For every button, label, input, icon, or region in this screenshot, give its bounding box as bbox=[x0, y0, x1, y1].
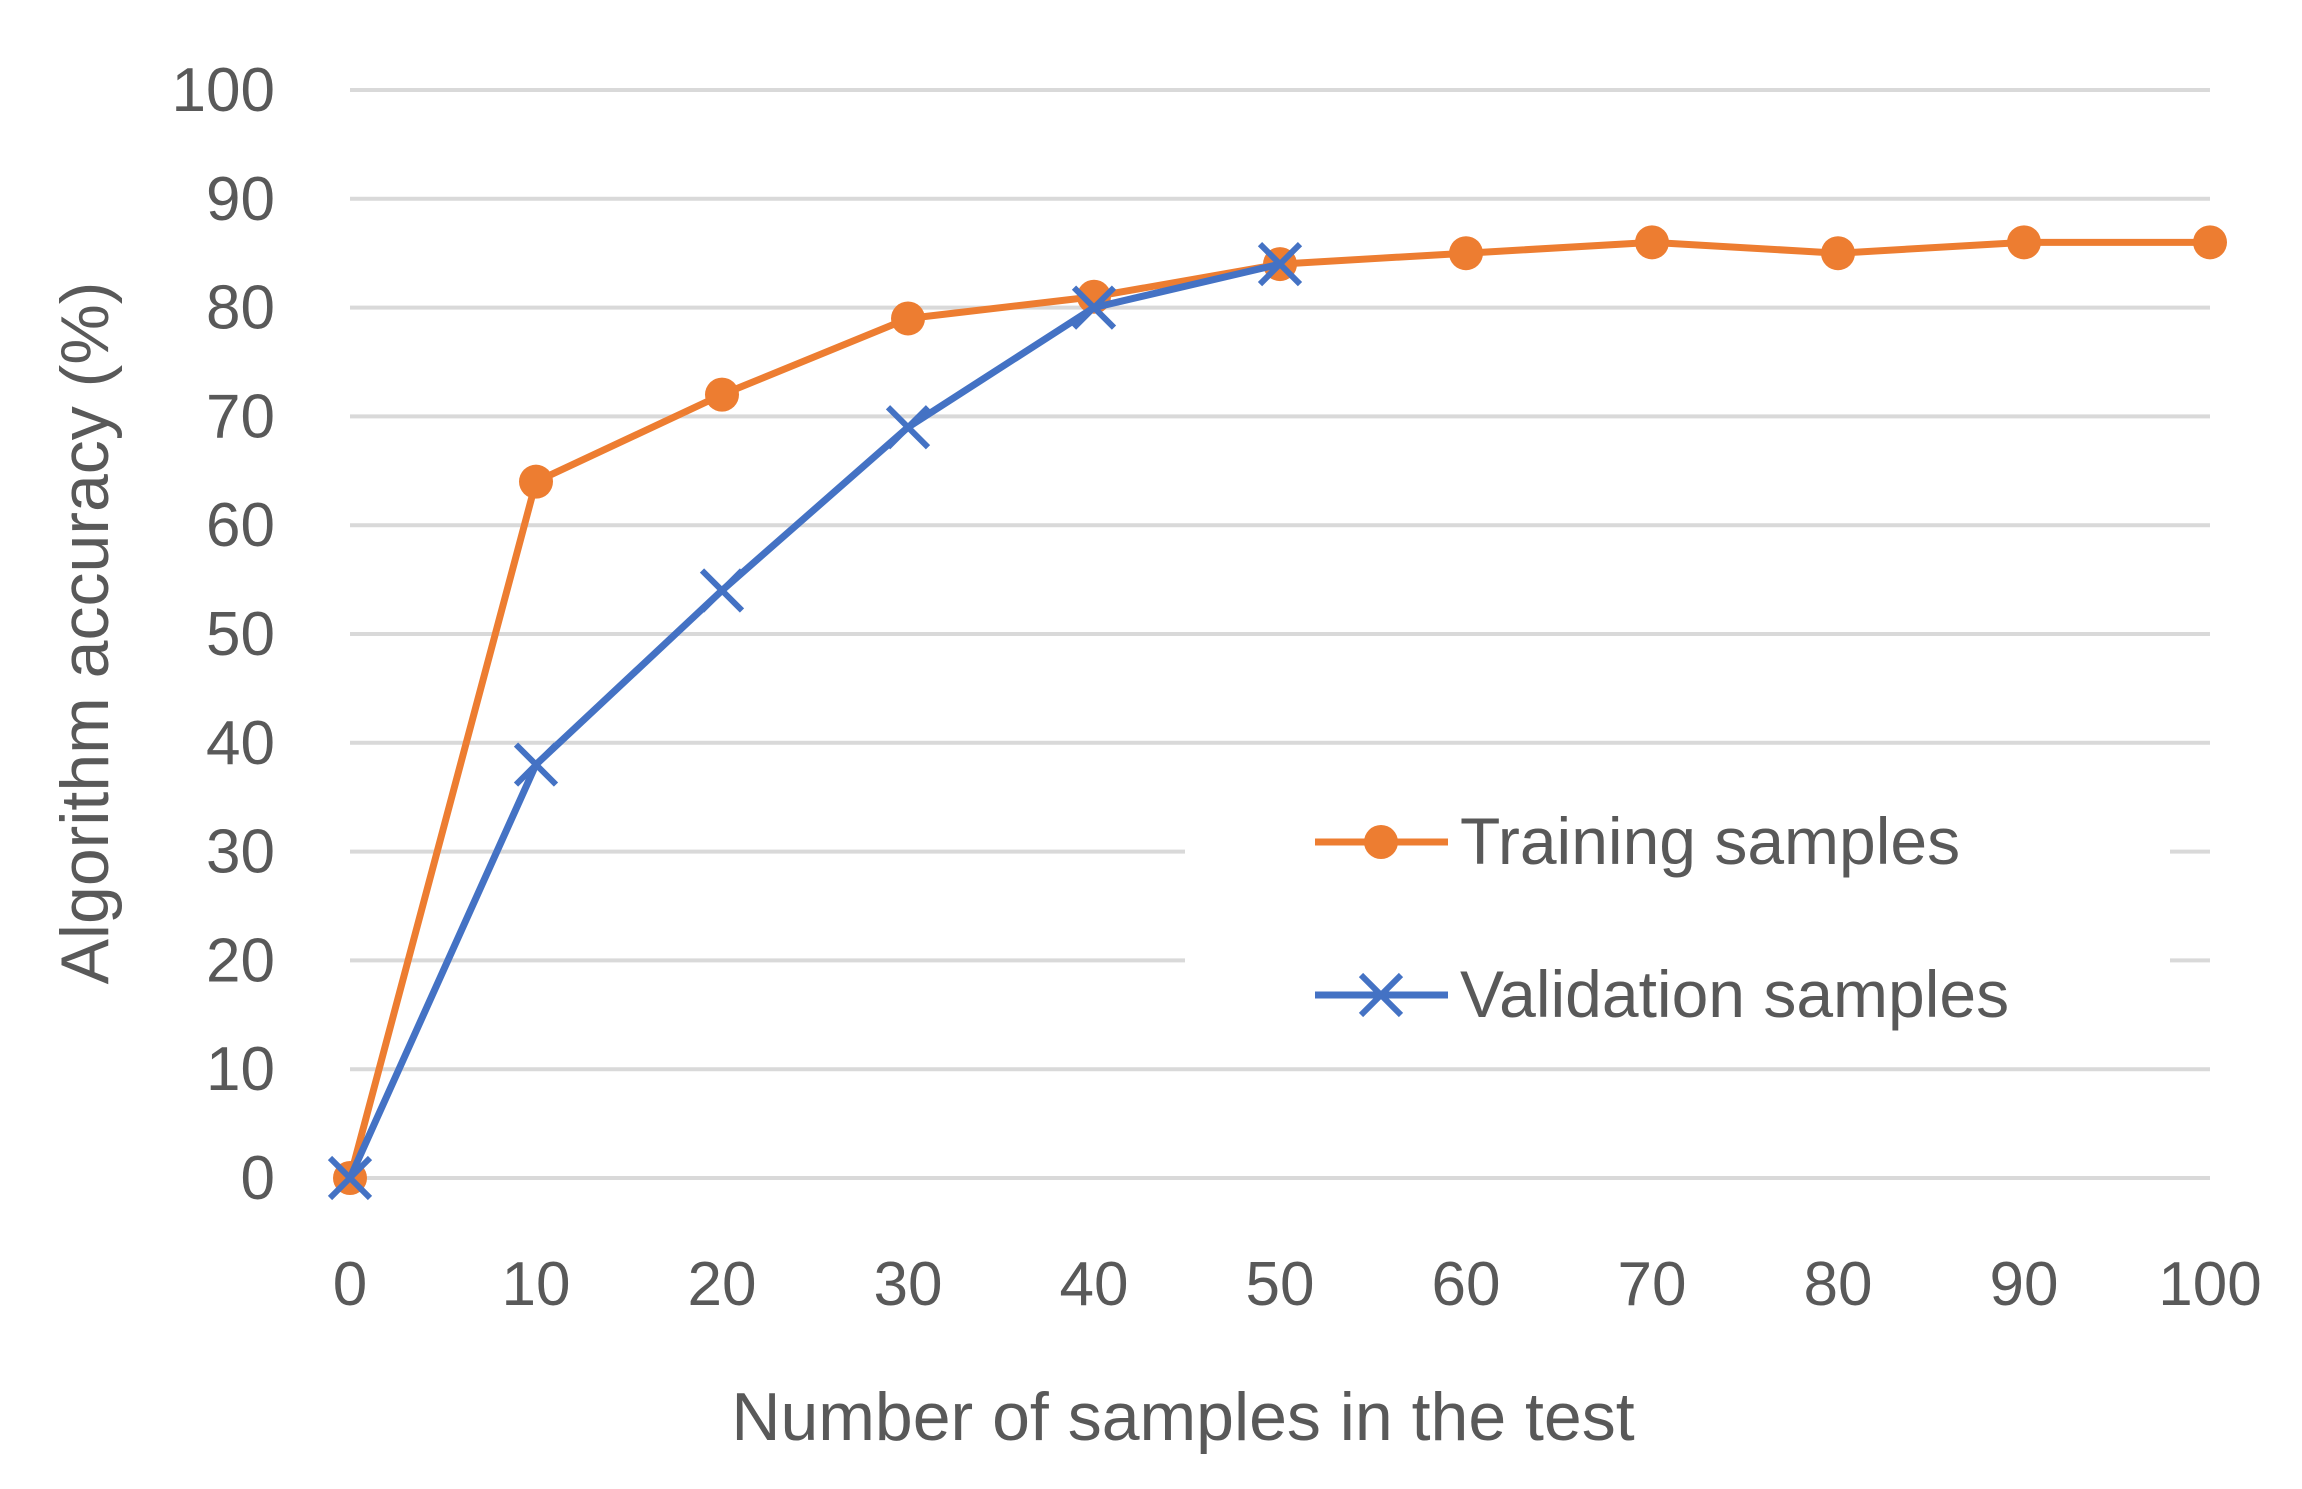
y-tick-label-0: 0 bbox=[241, 1144, 275, 1213]
series-line-validation bbox=[346, 260, 1284, 1182]
validation-point-10 bbox=[513, 742, 559, 787]
x-tick-label-30: 30 bbox=[874, 1250, 943, 1319]
y-tick-label-70: 70 bbox=[206, 382, 275, 451]
x-tick-label-40: 40 bbox=[1060, 1250, 1129, 1319]
x-tick-label-0: 0 bbox=[333, 1250, 367, 1319]
x-tick-label-100: 100 bbox=[2158, 1250, 2261, 1319]
validation-point-50 bbox=[1257, 241, 1303, 287]
y-tick-label-60: 60 bbox=[206, 491, 275, 560]
x-axis-title: Number of samples in the test bbox=[731, 1379, 1634, 1455]
training-point-80 bbox=[1821, 236, 1855, 271]
x-tick-label-70: 70 bbox=[1618, 1250, 1687, 1319]
y-tick-label-30: 30 bbox=[206, 818, 275, 887]
legend-label-validation: Validation samples bbox=[1460, 957, 2009, 1031]
legend-marker-validation bbox=[1358, 972, 1404, 1018]
validation-point-0 bbox=[327, 1155, 373, 1201]
legend-entry-training: Training samples bbox=[1315, 804, 1960, 878]
training-point-100 bbox=[2193, 225, 2227, 260]
series-group bbox=[327, 225, 2227, 1201]
training-point-20 bbox=[705, 377, 739, 412]
x-tick-label-20: 20 bbox=[688, 1250, 757, 1319]
validation-point-20 bbox=[699, 568, 745, 613]
series-validation bbox=[327, 241, 1303, 1201]
gridlines bbox=[350, 88, 2210, 1180]
y-axis-title: Algorithm accuracy (%) bbox=[47, 282, 123, 985]
x-tick-label-80: 80 bbox=[1804, 1250, 1873, 1319]
x-axis-ticks: 0 10 20 30 40 50 60 70 80 90 100 bbox=[333, 1250, 2262, 1319]
training-point-60 bbox=[1449, 236, 1483, 271]
y-tick-label-10: 10 bbox=[206, 1035, 275, 1104]
legend-label-training: Training samples bbox=[1460, 804, 1960, 878]
training-point-70 bbox=[1635, 225, 1669, 260]
legend-marker-training bbox=[1364, 825, 1398, 859]
legend: Training samples Validation samples bbox=[1185, 795, 2170, 1065]
x-tick-label-50: 50 bbox=[1246, 1250, 1315, 1319]
y-tick-label-80: 80 bbox=[206, 274, 275, 343]
x-tick-label-10: 10 bbox=[502, 1250, 571, 1319]
validation-point-40 bbox=[1071, 285, 1117, 330]
training-point-10 bbox=[519, 464, 553, 499]
x-tick-label-90: 90 bbox=[1990, 1250, 2059, 1319]
training-point-30 bbox=[891, 301, 925, 336]
y-axis-ticks: 0 10 20 30 40 50 60 70 80 90 100 bbox=[172, 56, 275, 1213]
legend-entry-validation: Validation samples bbox=[1315, 957, 2009, 1031]
y-tick-label-20: 20 bbox=[206, 926, 275, 995]
validation-point-30 bbox=[885, 405, 931, 450]
training-point-90 bbox=[2007, 225, 2041, 260]
y-tick-label-100: 100 bbox=[172, 56, 275, 125]
x-tick-label-60: 60 bbox=[1432, 1250, 1501, 1319]
y-tick-label-90: 90 bbox=[206, 165, 275, 234]
y-tick-label-50: 50 bbox=[206, 600, 275, 669]
y-tick-label-40: 40 bbox=[206, 709, 275, 778]
